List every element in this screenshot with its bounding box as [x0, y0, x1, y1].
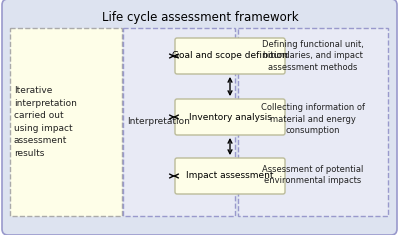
Text: Goal and scope definition: Goal and scope definition — [172, 51, 288, 60]
Bar — [10, 28, 122, 216]
Text: Life cycle assessment framework: Life cycle assessment framework — [102, 12, 298, 24]
Bar — [238, 28, 388, 216]
Text: Assessment of potential
environmental impacts: Assessment of potential environmental im… — [262, 164, 364, 185]
Text: Interpretation: Interpretation — [127, 118, 190, 126]
Text: Collecting information of
material and energy
consumption: Collecting information of material and e… — [261, 103, 365, 135]
FancyBboxPatch shape — [175, 99, 285, 135]
FancyBboxPatch shape — [175, 158, 285, 194]
Bar — [123, 28, 235, 216]
FancyBboxPatch shape — [175, 38, 285, 74]
Text: Iterative
interpretation
carried out
using impact
assessment
results: Iterative interpretation carried out usi… — [14, 86, 77, 158]
Text: Defining functional unit,
boundaries, and impact
assessment methods: Defining functional unit, boundaries, an… — [262, 40, 364, 72]
Text: Impact assessment: Impact assessment — [186, 172, 274, 180]
Text: Inventory analysis: Inventory analysis — [188, 113, 272, 121]
